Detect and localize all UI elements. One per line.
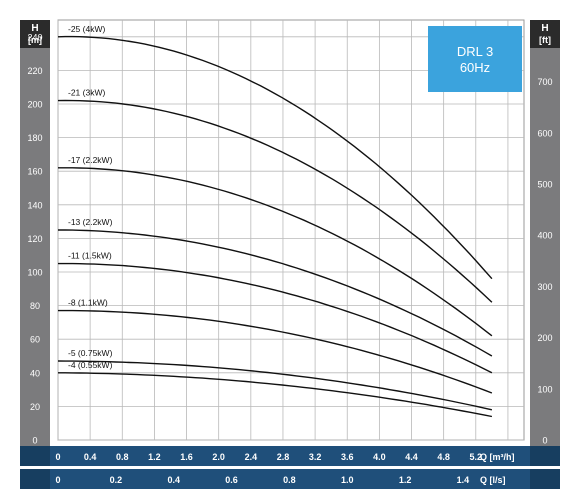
x-tick-m3h-label: 3.6 [341, 452, 354, 462]
curve-line [58, 262, 493, 374]
bottom-band-ls-right-cap [530, 469, 560, 489]
left-tick-label: 80 [30, 301, 40, 311]
curve-line [58, 309, 493, 394]
x-tick-m3h-label: 1.2 [148, 452, 161, 462]
right-tick-label: 100 [537, 384, 552, 394]
x-tick-ls-label: 0.8 [283, 475, 296, 485]
bottom-band-m3h [20, 446, 560, 466]
right-tick-label: 400 [537, 231, 552, 241]
x-tick-m3h-label: 5.2 [470, 452, 483, 462]
curve-label: -11 (1.5kW) [68, 251, 112, 261]
x-axis-ls-ticks: 0 0.2 0.4 0.6 0.8 1.0 1.2 1.4 [55, 475, 469, 485]
x-axis-m3h-ticks: 0 0.4 0.8 1.2 1.6 2.0 2.4 2.8 3.2 3.6 4.0 4.4 4.8 5.2 [55, 452, 482, 462]
left-tick-label: 20 [30, 402, 40, 412]
left-tick-label: 240 [27, 32, 42, 42]
right-unit-top: H [541, 23, 548, 34]
left-tick-label: 200 [27, 100, 42, 110]
x-tick-m3h-label: 0.4 [84, 452, 97, 462]
right-tick-label: 600 [537, 128, 552, 138]
x-axis-ls-label: Q [l/s] [480, 475, 506, 485]
x-tick-m3h-label: 4.0 [373, 452, 386, 462]
left-unit-top: H [31, 23, 38, 34]
x-axis-m3h-label: Q [m³/h] [480, 452, 515, 462]
curve-line [58, 372, 493, 418]
left-unit-bottom: [m] [28, 35, 42, 45]
curve-label: -17 (2.2kW) [68, 155, 113, 165]
bottom-band-ls [20, 469, 560, 489]
right-axis-bar [530, 20, 560, 450]
x-tick-ls-label: 1.2 [399, 475, 412, 485]
title-box [428, 26, 522, 92]
left-tick-label: 120 [27, 234, 42, 244]
x-tick-m3h-label: 3.2 [309, 452, 322, 462]
right-tick-label: 700 [537, 77, 552, 87]
left-tick-label: 220 [27, 66, 42, 76]
x-tick-ls-label: 0.2 [110, 475, 123, 485]
curve-label: -5 (0.75kW) [68, 348, 113, 358]
left-tick-label: 0 [32, 436, 37, 446]
curve-label: -8 (1.1kW) [68, 298, 108, 308]
left-tick-label: 180 [27, 133, 42, 143]
curve-line [58, 167, 493, 337]
left-tick-label: 140 [27, 200, 42, 210]
curve-line [57, 99, 493, 303]
bottom-band-m3h-right-cap [530, 446, 560, 466]
left-tick-label: 60 [30, 335, 40, 345]
left-tick-label: 100 [27, 268, 42, 278]
x-tick-ls-label: 0.6 [225, 475, 238, 485]
x-tick-ls-label: 0.4 [167, 475, 180, 485]
x-tick-m3h-label: 1.6 [180, 452, 193, 462]
left-unit-box [20, 20, 50, 48]
curve-label: -25 (4kW) [68, 24, 105, 34]
curve-line [58, 229, 493, 357]
left-axis-ticks: 0 20 40 60 80 100 120 140 160 180 200 220 240 [27, 32, 42, 445]
chart-subtitle: 60Hz [460, 60, 490, 75]
curve-label: -21 (3kW) [68, 88, 105, 98]
bottom-band-m3h-left-cap [20, 446, 50, 466]
left-tick-label: 40 [30, 368, 40, 378]
curves: -25 (4kW) -21 (3kW) -17 (2.2kW) -13 (2.2kW)… [57, 24, 493, 418]
right-tick-label: 0 [542, 436, 547, 446]
curve-line [57, 360, 493, 411]
curve-label: -13 (2.2kW) [68, 217, 113, 227]
curve-label: -4 (0.55kW) [68, 360, 113, 370]
x-tick-ls-label: 1.0 [341, 475, 354, 485]
x-tick-m3h-label: 4.4 [405, 452, 418, 462]
x-tick-m3h-label: 4.8 [437, 452, 450, 462]
chart-title: DRL 3 [457, 44, 493, 59]
x-tick-ls-label: 0 [55, 475, 60, 485]
right-tick-label: 500 [537, 179, 552, 189]
bottom-band-ls-left-cap [20, 469, 50, 489]
left-tick-label: 160 [27, 167, 42, 177]
x-tick-m3h-label: 2.4 [245, 452, 258, 462]
right-tick-label: 200 [537, 333, 552, 343]
x-tick-m3h-label: 2.8 [277, 452, 290, 462]
x-tick-m3h-label: 0.8 [116, 452, 129, 462]
curve-line [57, 35, 493, 280]
x-tick-m3h-label: 0 [55, 452, 60, 462]
right-unit-box [530, 20, 560, 48]
x-tick-m3h-label: 2.0 [212, 452, 225, 462]
left-axis-bar [20, 20, 50, 450]
right-unit-bottom: [ft] [539, 35, 551, 45]
x-tick-ls-label: 1.4 [457, 475, 470, 485]
right-axis-ticks: 0 100 200 300 400 500 600 700 [537, 77, 552, 445]
right-tick-label: 300 [537, 282, 552, 292]
